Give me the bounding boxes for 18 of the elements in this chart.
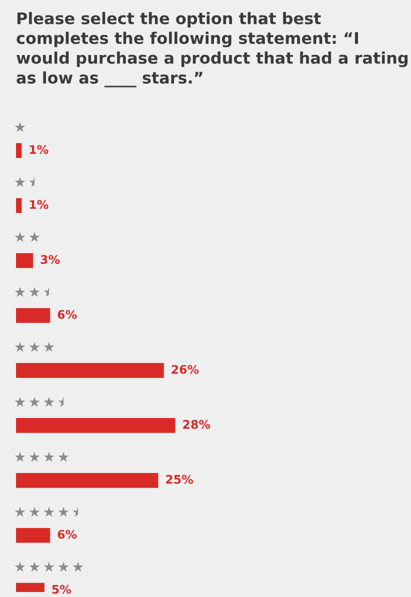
data-label: 26% xyxy=(172,364,199,374)
data-label: 1% xyxy=(30,145,48,154)
bar xyxy=(16,143,22,158)
data-label: 5% xyxy=(52,584,72,594)
bar xyxy=(16,363,164,378)
data-label: 6% xyxy=(58,310,77,319)
bar xyxy=(16,528,50,543)
data-label: 25% xyxy=(166,474,194,484)
bar xyxy=(16,198,22,213)
bar xyxy=(16,418,176,433)
bar xyxy=(16,253,34,268)
data-label: 6% xyxy=(58,530,77,539)
text: Please select the option that best completes the following statement: “I would purchase a product that had a rating as low as ____ stars.” xyxy=(16,12,408,88)
bar xyxy=(16,472,158,488)
bar xyxy=(16,308,50,323)
data-label: 3% xyxy=(40,255,60,264)
data-label: 28% xyxy=(183,420,210,429)
data-label: 1% xyxy=(30,200,48,209)
